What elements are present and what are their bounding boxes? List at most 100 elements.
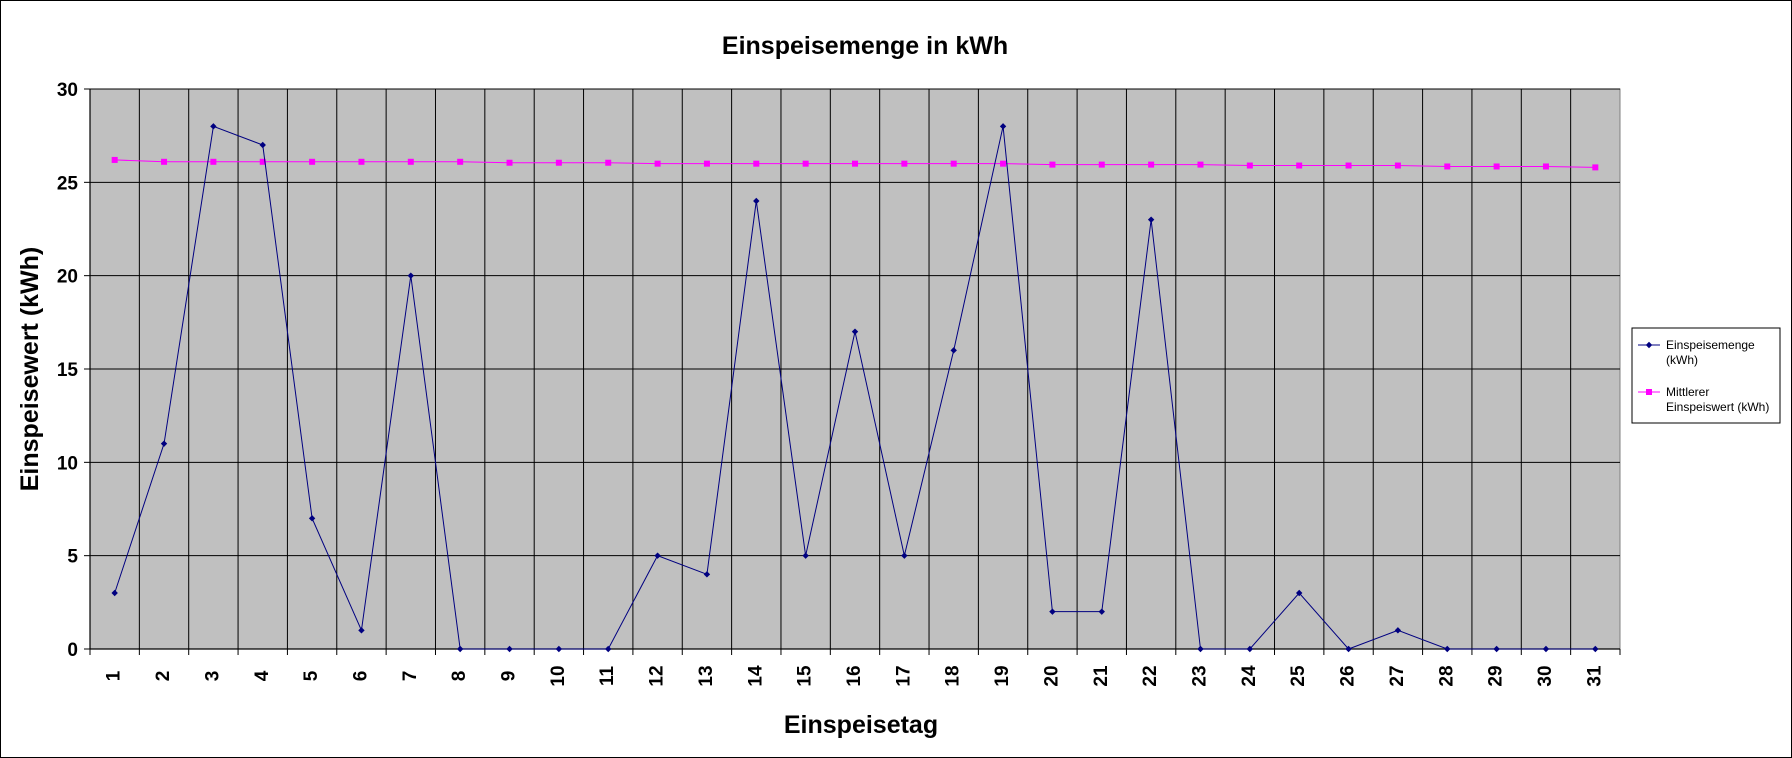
x-tick-label: 8 [449, 671, 470, 682]
data-point [1493, 163, 1500, 170]
y-axis-title: Einspeisewert (kWh) [16, 247, 44, 492]
x-tick-label: 26 [1338, 665, 1359, 686]
legend-label: (kWh) [1666, 353, 1698, 367]
legend-label: Einspeiswert (kWh) [1666, 400, 1769, 414]
data-point [161, 158, 168, 165]
x-tick-label: 14 [745, 665, 766, 687]
x-tick-label: 22 [1140, 665, 1161, 686]
legend-box [1631, 327, 1781, 424]
x-tick-label: 18 [943, 665, 964, 686]
data-point [259, 158, 266, 165]
data-point [852, 160, 858, 167]
x-tick-label: 31 [1584, 665, 1605, 687]
data-point [1148, 161, 1155, 168]
x-tick-label: 16 [844, 665, 865, 686]
legend-marker [1645, 341, 1653, 349]
data-point [555, 159, 562, 166]
data-point [950, 347, 957, 354]
data-point [456, 645, 464, 653]
data-point [407, 272, 415, 279]
legend-item: Einspeisemenge(kWh) [1638, 338, 1755, 367]
x-tick-label: 12 [647, 665, 668, 686]
x-tick-label: 1 [104, 670, 125, 681]
data-point [1542, 163, 1549, 170]
data-point [1444, 645, 1451, 653]
x-tick-label: 10 [548, 665, 569, 686]
y-tick-label: 10 [57, 453, 78, 474]
data-point [654, 160, 661, 167]
data-point [1394, 627, 1402, 634]
y-tick-label: 0 [67, 640, 78, 661]
y-tick-label: 25 [57, 173, 79, 194]
data-point [1345, 645, 1352, 653]
data-point [1592, 164, 1599, 171]
data-point [1049, 161, 1056, 168]
series-einspeisemenge [111, 123, 1599, 653]
x-tick-label: 6 [350, 671, 371, 682]
y-tick-label: 15 [57, 360, 79, 381]
x-tick-label: 28 [1436, 665, 1457, 686]
x-tick-label: 15 [795, 665, 816, 687]
data-point [1295, 589, 1303, 597]
data-point [1296, 162, 1303, 169]
data-point [555, 645, 563, 653]
x-tick-label: 7 [400, 671, 421, 682]
y-tick-label: 30 [57, 80, 78, 101]
x-tick-label: 30 [1535, 665, 1556, 686]
data-point [506, 159, 513, 166]
data-point [654, 552, 661, 559]
data-point [210, 158, 217, 165]
x-tick-label: 24 [1239, 665, 1260, 687]
data-point [160, 440, 168, 447]
y-tick-label: 20 [57, 267, 78, 288]
data-point [1246, 645, 1254, 653]
x-tick-label: 23 [1189, 665, 1210, 686]
data-point [1098, 608, 1105, 615]
data-point [1493, 645, 1500, 653]
data-point [802, 552, 809, 559]
data-point [1592, 645, 1599, 653]
data-point [358, 627, 365, 634]
data-point [703, 571, 711, 578]
legend-label: Mittlerer [1666, 385, 1709, 399]
data-point [358, 158, 365, 165]
data-point [950, 160, 957, 167]
x-tick-label: 25 [1288, 665, 1309, 687]
x-tick-label: 5 [301, 670, 322, 681]
data-point [1444, 163, 1451, 170]
data-point [309, 158, 316, 165]
data-point [308, 515, 316, 522]
x-tick-label: 3 [202, 671, 223, 682]
y-tick-label: 5 [67, 547, 78, 568]
data-point [1000, 160, 1007, 167]
legend-label: Einspeisemenge [1666, 338, 1755, 352]
x-tick-label: 29 [1486, 665, 1507, 686]
data-point [1246, 162, 1253, 169]
x-tick-label: 21 [1091, 665, 1112, 687]
data-point [1049, 608, 1056, 615]
data-point [999, 123, 1007, 130]
data-point [753, 160, 760, 167]
data-point [1197, 161, 1204, 168]
series-mittlerer-einspeiswert [111, 156, 1599, 171]
x-tick-label: 19 [992, 665, 1013, 686]
data-point [407, 158, 414, 165]
data-point [703, 160, 710, 167]
x-tick-label: 27 [1387, 665, 1408, 686]
data-point [1147, 216, 1155, 223]
x-tick-label: 9 [499, 671, 520, 682]
legend: Einspeisemenge(kWh) MittlererEinspeiswert… [1631, 327, 1781, 424]
data-point [111, 589, 118, 597]
data-point [605, 159, 612, 166]
data-point [1345, 162, 1352, 169]
data-point [851, 328, 859, 335]
data-point [1197, 645, 1204, 653]
data-point [259, 141, 266, 149]
data-point [901, 552, 908, 559]
data-point [901, 160, 908, 167]
data-point [605, 645, 612, 653]
x-tick-label: 17 [893, 665, 914, 686]
